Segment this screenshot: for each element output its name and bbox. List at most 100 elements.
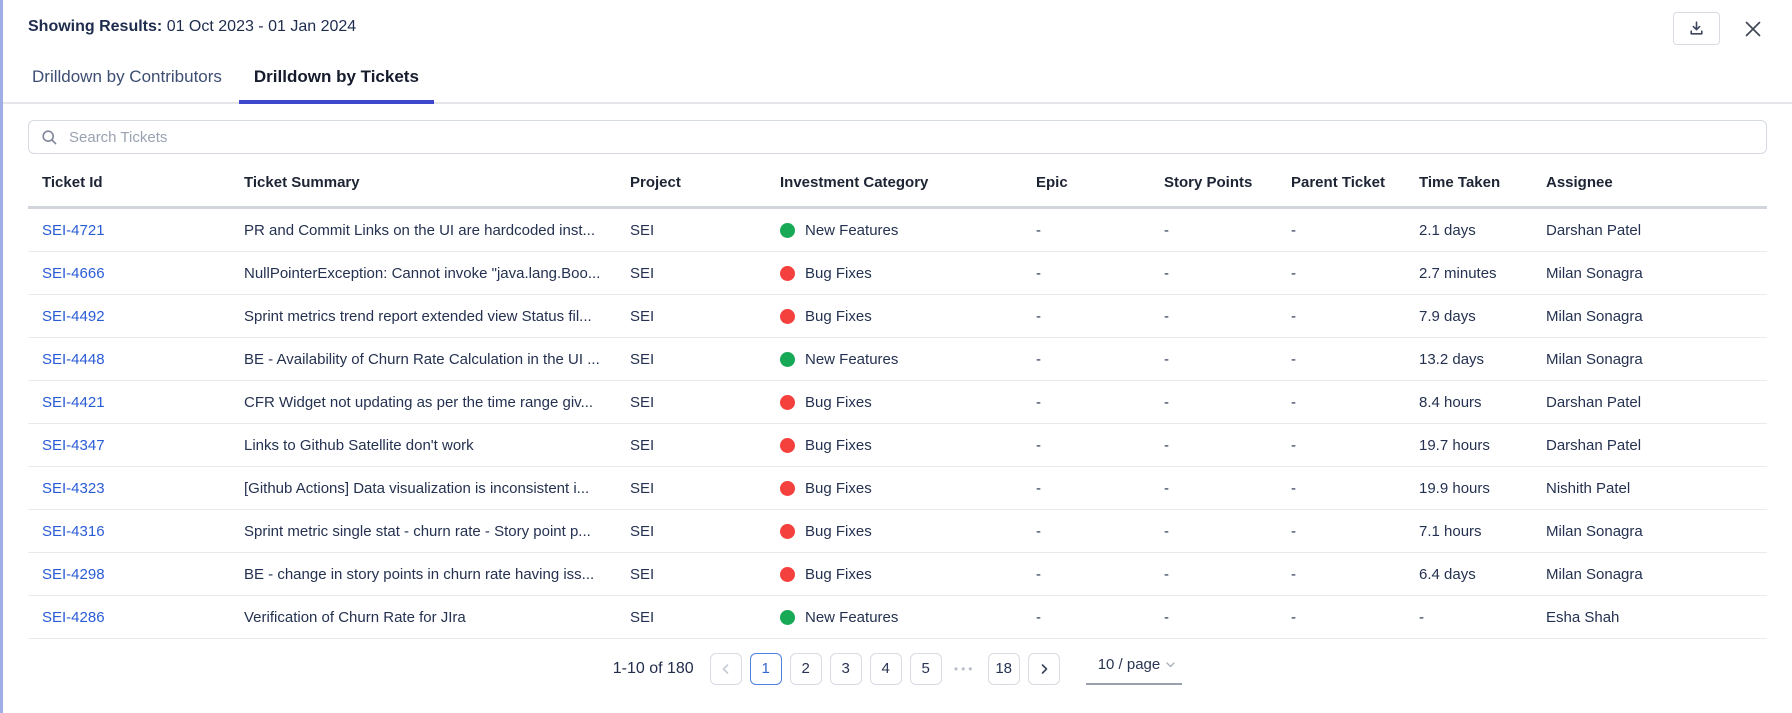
epic-cell: - [1036,307,1041,325]
category-label: New Features [805,350,899,368]
table-row: SEI-4347 Links to Github Satellite don't … [28,424,1767,467]
category-dot-icon [780,351,795,367]
parent-ticket-cell: - [1291,221,1296,239]
ticket-id-link[interactable]: SEI-4347 [42,436,105,454]
column-header-project: Project [630,174,681,191]
close-button[interactable] [1740,16,1766,42]
project-cell: SEI [630,350,655,368]
story-points-cell: - [1164,393,1169,411]
table-row: SEI-4286 Verification of Churn Rate for J… [28,596,1767,639]
category-label: New Features [805,608,899,626]
story-points-cell: - [1164,565,1169,583]
investment-category-cell: New Features [780,351,1036,368]
table-row: SEI-4316 Sprint metric single stat - chur… [28,510,1767,553]
ticket-id-link[interactable]: SEI-4492 [42,307,105,325]
category-label: Bug Fixes [805,436,872,454]
ticket-id-link[interactable]: SEI-4666 [42,264,105,282]
pagination-ellipsis[interactable]: ••• [953,661,976,676]
search-icon [41,129,58,146]
column-header-investment-category: Investment Category [780,174,929,191]
ticket-id-link[interactable]: SEI-4721 [42,221,105,239]
project-cell: SEI [630,307,655,325]
table-row: SEI-4323 [Github Actions] Data visualizat… [28,467,1767,510]
pagination-page-last[interactable]: 18 [987,652,1020,685]
top-actions [1673,12,1766,45]
column-header-story-points: Story Points [1164,174,1253,191]
pagination-page-5[interactable]: 5 [909,652,942,685]
search-input[interactable] [67,127,1754,147]
category-dot-icon [780,480,795,496]
table-row: SEI-4448 BE - Availability of Churn Rate … [28,338,1767,381]
chevron-down-icon [1165,659,1176,670]
pagination-range-text: 1-10 of 180 [612,659,694,677]
download-button[interactable] [1673,12,1720,45]
search-bar [28,120,1767,154]
ticket-summary: BE - Availability of Churn Rate Calculat… [244,350,600,368]
story-points-cell: - [1164,307,1169,325]
epic-cell: - [1036,221,1041,239]
epic-cell: - [1036,393,1041,411]
story-points-cell: - [1164,264,1169,282]
category-dot-icon [780,523,795,539]
table-row: SEI-4298 BE - change in story points in c… [28,553,1767,596]
category-dot-icon [780,609,795,625]
assignee-cell: Darshan Patel [1546,436,1642,454]
tab-drilldown-by-contributors[interactable]: Drilldown by Contributors [32,67,222,86]
time-taken-cell: 2.7 minutes [1419,264,1497,282]
ticket-id-link[interactable]: SEI-4448 [42,350,105,368]
ticket-id-link[interactable]: SEI-4323 [42,479,105,497]
parent-ticket-cell: - [1291,565,1296,583]
assignee-cell: Esha Shah [1546,608,1620,626]
category-label: Bug Fixes [805,565,872,583]
column-header-time-taken: Time Taken [1419,174,1501,191]
parent-ticket-cell: - [1291,350,1296,368]
project-cell: SEI [630,393,655,411]
investment-category-cell: New Features [780,609,1036,626]
parent-ticket-cell: - [1291,393,1296,411]
pagination-page-1[interactable]: 1 [749,652,782,685]
ticket-id-link[interactable]: SEI-4298 [42,565,105,583]
story-points-cell: - [1164,479,1169,497]
category-dot-icon [780,566,795,582]
assignee-cell: Milan Sonagra [1546,264,1643,282]
page-size-select[interactable]: 10 / page [1085,652,1183,685]
ticket-id-link[interactable]: SEI-4286 [42,608,105,626]
tab-bar: Drilldown by Contributors Drilldown by T… [3,67,1792,104]
column-header-ticket-summary: Ticket Summary [244,174,360,191]
story-points-cell: - [1164,221,1169,239]
time-taken-cell: 6.4 days [1419,565,1476,583]
table-body: SEI-4721 PR and Commit Links on the UI ar… [28,209,1767,639]
ticket-id-link[interactable]: SEI-4421 [42,393,105,411]
time-taken-cell: 19.9 hours [1419,479,1490,497]
pagination-page-3[interactable]: 3 [829,652,862,685]
ticket-summary: BE - change in story points in churn rat… [244,565,595,583]
investment-category-cell: Bug Fixes [780,308,1036,325]
column-header-epic: Epic [1036,174,1068,191]
assignee-cell: Darshan Patel [1546,221,1642,239]
investment-category-cell: Bug Fixes [780,437,1036,454]
category-dot-icon [780,222,795,238]
page-size-value: 10 / page [1097,656,1161,673]
time-taken-cell: 7.9 days [1419,307,1476,325]
download-icon [1688,20,1705,37]
pagination-page-2[interactable]: 2 [789,652,822,685]
chevron-right-icon [1038,663,1050,675]
story-points-cell: - [1164,522,1169,540]
investment-category-cell: Bug Fixes [780,523,1036,540]
parent-ticket-cell: - [1291,436,1296,454]
pagination-prev-button[interactable] [709,652,742,685]
ticket-summary: PR and Commit Links on the UI are hardco… [244,221,596,239]
pagination-page-4[interactable]: 4 [869,652,902,685]
parent-ticket-cell: - [1291,522,1296,540]
pagination-next-button[interactable] [1027,652,1060,685]
ticket-summary: Sprint metrics trend report extended vie… [244,307,592,325]
ticket-id-link[interactable]: SEI-4316 [42,522,105,540]
chevron-left-icon [720,663,732,675]
tab-drilldown-by-tickets[interactable]: Drilldown by Tickets [238,67,434,104]
category-label: New Features [805,221,899,239]
parent-ticket-cell: - [1291,479,1296,497]
ticket-summary: NullPointerException: Cannot invoke "jav… [244,264,601,282]
story-points-cell: - [1164,608,1169,626]
investment-category-cell: Bug Fixes [780,265,1036,282]
epic-cell: - [1036,350,1041,368]
